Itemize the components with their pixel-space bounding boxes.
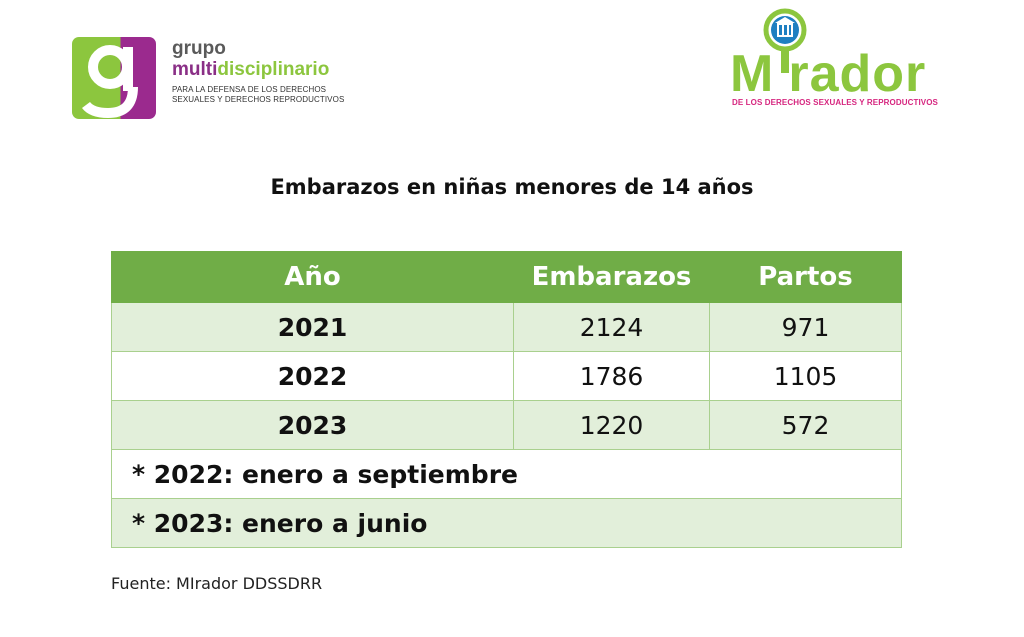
cell-year: 2023 [111,400,514,450]
cell-year: 2021 [111,302,514,352]
letter-g-icon [82,45,138,119]
table-note-row: * 2022: enero a septiembre [111,449,902,499]
pregnancies-table: Año Embarazos Partos 2021 2124 971 2022 … [111,251,902,548]
table-row: 2022 1786 1105 [111,351,902,401]
logo-g-mark [72,37,156,119]
table-header-row: Año Embarazos Partos [111,251,902,303]
note-2022: * 2022: enero a septiembre [111,449,902,499]
note-2023: * 2023: enero a junio [111,498,902,548]
cell-partos: 971 [709,302,902,352]
header-partos: Partos [709,251,902,303]
cell-embarazos: 1786 [513,351,710,401]
logo-mirador-subtitle: DE LOS DERECHOS SEXUALES Y REPRODUCTIVOS [732,98,938,107]
magnifier-building-icon [763,8,807,73]
cell-partos: 572 [709,400,902,450]
logo-tagline-1: PARA LA DEFENSA DE LOS DERECHOS [172,85,327,94]
table-note-row: * 2023: enero a junio [111,498,902,548]
logo-tagline-2: SEXUALES Y DERECHOS REPRODUCTIVOS [172,95,345,104]
data-table: Año Embarazos Partos 2021 2124 971 2022 … [111,251,902,548]
cell-year: 2022 [111,351,514,401]
page-title: Embarazos en niñas menores de 14 años [270,175,754,199]
logo-grupo-multidisciplinario: grupo multidisciplinario PARA LA DEFENSA… [72,37,372,123]
logo-mirador-m: M [730,45,775,103]
cell-embarazos: 2124 [513,302,710,352]
header-year: Año [111,251,514,303]
source-caption: Fuente: MIrador DDSSDRR [111,574,323,593]
logo-mirador-rest: rador [788,45,927,103]
header-embarazos: Embarazos [513,251,710,303]
logo-disciplinario-text: disciplinario [217,59,330,80]
logo-line-grupo: grupo [172,38,226,59]
table-row: 2023 1220 572 [111,400,902,450]
table-row: 2021 2124 971 [111,302,902,352]
logo-multi-text: multi [172,59,218,80]
cell-embarazos: 1220 [513,400,710,450]
logo-line-multidisciplinario: multidisciplinario [172,59,372,81]
cell-partos: 1105 [709,351,902,401]
logo-tagline: PARA LA DEFENSA DE LOS DERECHOS SEXUALES… [172,85,372,105]
